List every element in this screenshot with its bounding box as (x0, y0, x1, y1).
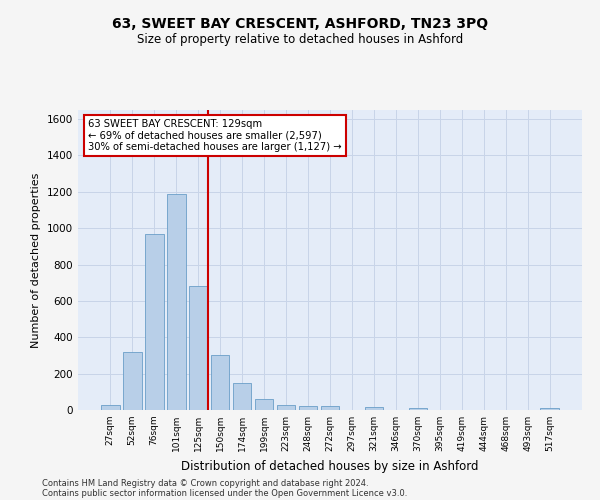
X-axis label: Distribution of detached houses by size in Ashford: Distribution of detached houses by size … (181, 460, 479, 472)
Bar (211, 356, 229, 410)
Text: 63, SWEET BAY CRESCENT, ASHFORD, TN23 3PQ: 63, SWEET BAY CRESCENT, ASHFORD, TN23 3P… (112, 18, 488, 32)
Bar (365, 408, 383, 410)
Bar (255, 399, 274, 410)
Y-axis label: Number of detached properties: Number of detached properties (31, 172, 41, 348)
Bar (541, 408, 559, 410)
Text: Contains public sector information licensed under the Open Government Licence v3: Contains public sector information licen… (42, 488, 407, 498)
Bar (101, 404, 119, 410)
Bar (320, 406, 340, 410)
Bar (123, 352, 142, 410)
Bar (277, 404, 295, 410)
Bar (409, 408, 427, 410)
Bar (167, 194, 185, 410)
Bar (299, 406, 317, 410)
Bar (233, 382, 251, 410)
Text: Contains HM Land Registry data © Crown copyright and database right 2024.: Contains HM Land Registry data © Crown c… (42, 478, 368, 488)
Bar (145, 234, 164, 410)
Bar (189, 286, 208, 410)
Text: Size of property relative to detached houses in Ashford: Size of property relative to detached ho… (137, 32, 463, 46)
Text: 63 SWEET BAY CRESCENT: 129sqm
← 69% of detached houses are smaller (2,597)
30% o: 63 SWEET BAY CRESCENT: 129sqm ← 69% of d… (88, 119, 342, 152)
